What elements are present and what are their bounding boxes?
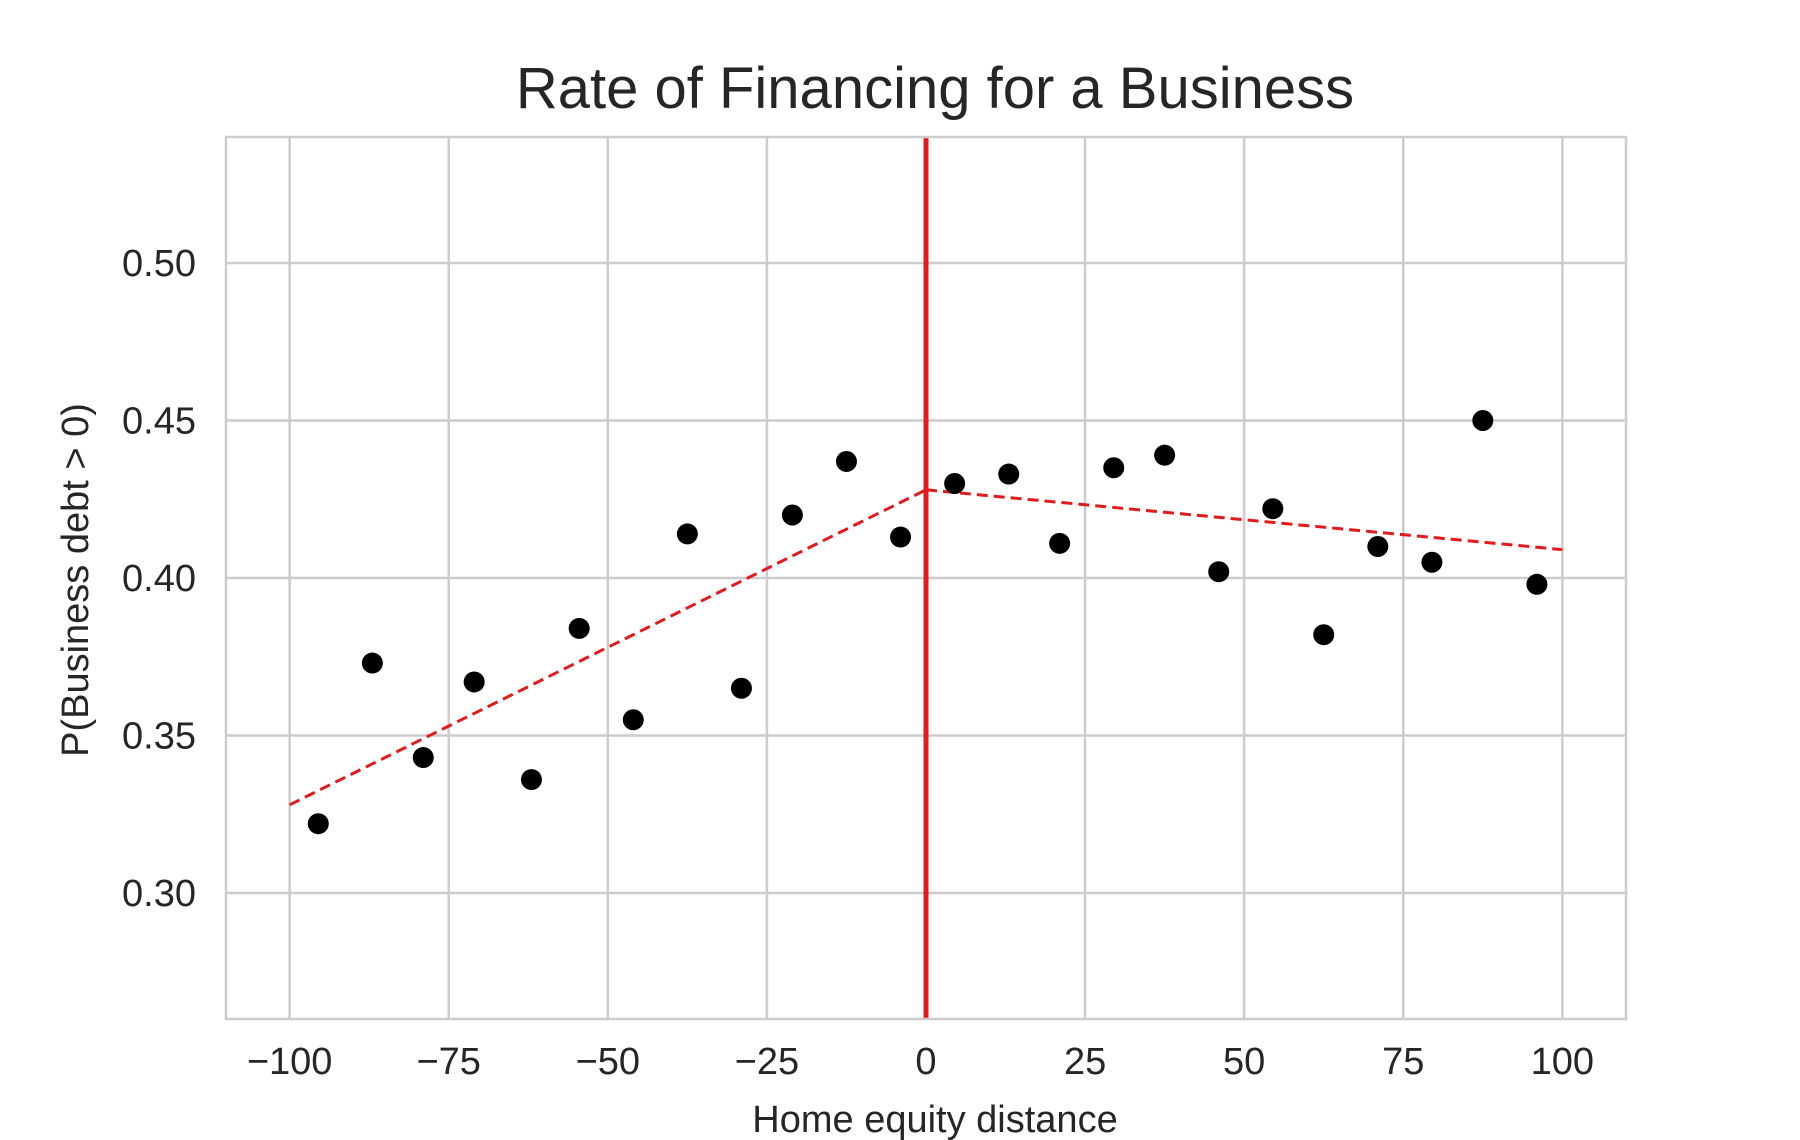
data-point [307,813,329,835]
data-point [412,747,434,769]
y-tick-labels: 0.30 0.35 0.40 0.45 0.50 [122,243,196,915]
data-point [622,709,644,731]
data-point [463,671,485,693]
x-tick-label: 50 [1223,1041,1265,1083]
data-points [307,410,1548,835]
y-tick-label: 0.40 [122,558,196,600]
y-tick-label: 0.35 [122,716,196,758]
x-tick-label: 100 [1531,1041,1594,1083]
data-point [568,617,590,639]
data-point [1421,551,1443,573]
data-point [1208,561,1230,583]
chart-title: Rate of Financing for a Business [516,56,1354,121]
y-tick-label: 0.45 [122,401,196,443]
data-point [781,504,803,526]
y-axis-label: P(Business debt > 0) [55,403,97,757]
data-point [890,526,912,548]
data-point [730,677,752,699]
x-axis-label: Home equity distance [752,1099,1117,1140]
fit-line-right [925,488,1563,552]
data-point [944,473,966,494]
data-point [1313,624,1335,646]
x-tick-labels: −100 −75 −50 −25 0 25 50 75 100 [247,1041,1594,1083]
x-tick-label: 25 [1064,1041,1106,1083]
x-tick-label: −100 [247,1041,333,1083]
data-point [520,769,542,791]
data-point [1154,444,1176,466]
plot-frame [224,135,1628,1021]
x-tick-label: 0 [915,1041,936,1083]
data-point [835,450,857,472]
data-point [1049,532,1071,554]
y-tick-label: 0.30 [122,873,196,915]
data-point [1103,457,1125,479]
data-point [1262,498,1284,520]
data-point [361,652,383,674]
x-tick-label: −75 [416,1041,480,1083]
data-point [998,463,1020,485]
data-point [1367,536,1389,557]
fit-lines [288,488,1563,807]
y-tick-label: 0.50 [122,243,196,285]
data-point [676,523,698,545]
x-tick-label: 75 [1382,1041,1424,1083]
x-tick-label: −50 [576,1041,640,1083]
x-tick-label: −25 [735,1041,799,1083]
data-point [1526,573,1548,595]
data-point [1472,410,1494,431]
